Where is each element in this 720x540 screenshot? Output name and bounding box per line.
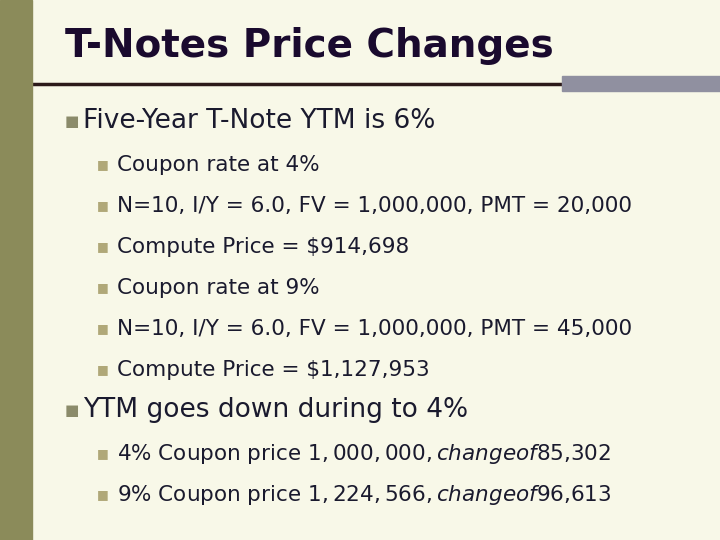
Text: N=10, I/Y = 6.0, FV = 1,000,000, PMT = 20,000: N=10, I/Y = 6.0, FV = 1,000,000, PMT = 2…	[117, 195, 632, 216]
Text: Compute Price = $914,698: Compute Price = $914,698	[117, 237, 410, 257]
Text: Coupon rate at 4%: Coupon rate at 4%	[117, 154, 320, 175]
Text: N=10, I/Y = 6.0, FV = 1,000,000, PMT = 45,000: N=10, I/Y = 6.0, FV = 1,000,000, PMT = 4…	[117, 319, 632, 339]
Text: ■: ■	[97, 199, 109, 212]
Text: ■: ■	[97, 158, 109, 171]
Text: ■: ■	[97, 363, 109, 376]
Text: ■: ■	[97, 447, 109, 460]
Text: Coupon rate at 9%: Coupon rate at 9%	[117, 278, 320, 298]
Text: ■: ■	[97, 322, 109, 335]
Text: ■: ■	[97, 488, 109, 501]
Text: YTM goes down during to 4%: YTM goes down during to 4%	[83, 397, 468, 423]
Text: Compute Price = $1,127,953: Compute Price = $1,127,953	[117, 360, 430, 380]
Text: Five-Year T-Note YTM is 6%: Five-Year T-Note YTM is 6%	[83, 109, 435, 134]
Text: T-Notes Price Changes: T-Notes Price Changes	[65, 27, 554, 65]
Text: 9% Coupon price $1,224,566, change of $96,613: 9% Coupon price $1,224,566, change of $9…	[117, 483, 612, 507]
Text: ■: ■	[65, 403, 79, 418]
Text: ■: ■	[97, 240, 109, 253]
Text: ■: ■	[65, 114, 79, 129]
Bar	[562, 76, 720, 91]
Text: ■: ■	[97, 281, 109, 294]
Text: 4% Coupon price $1,000,000, change of $85,302: 4% Coupon price $1,000,000, change of $8…	[117, 442, 611, 465]
